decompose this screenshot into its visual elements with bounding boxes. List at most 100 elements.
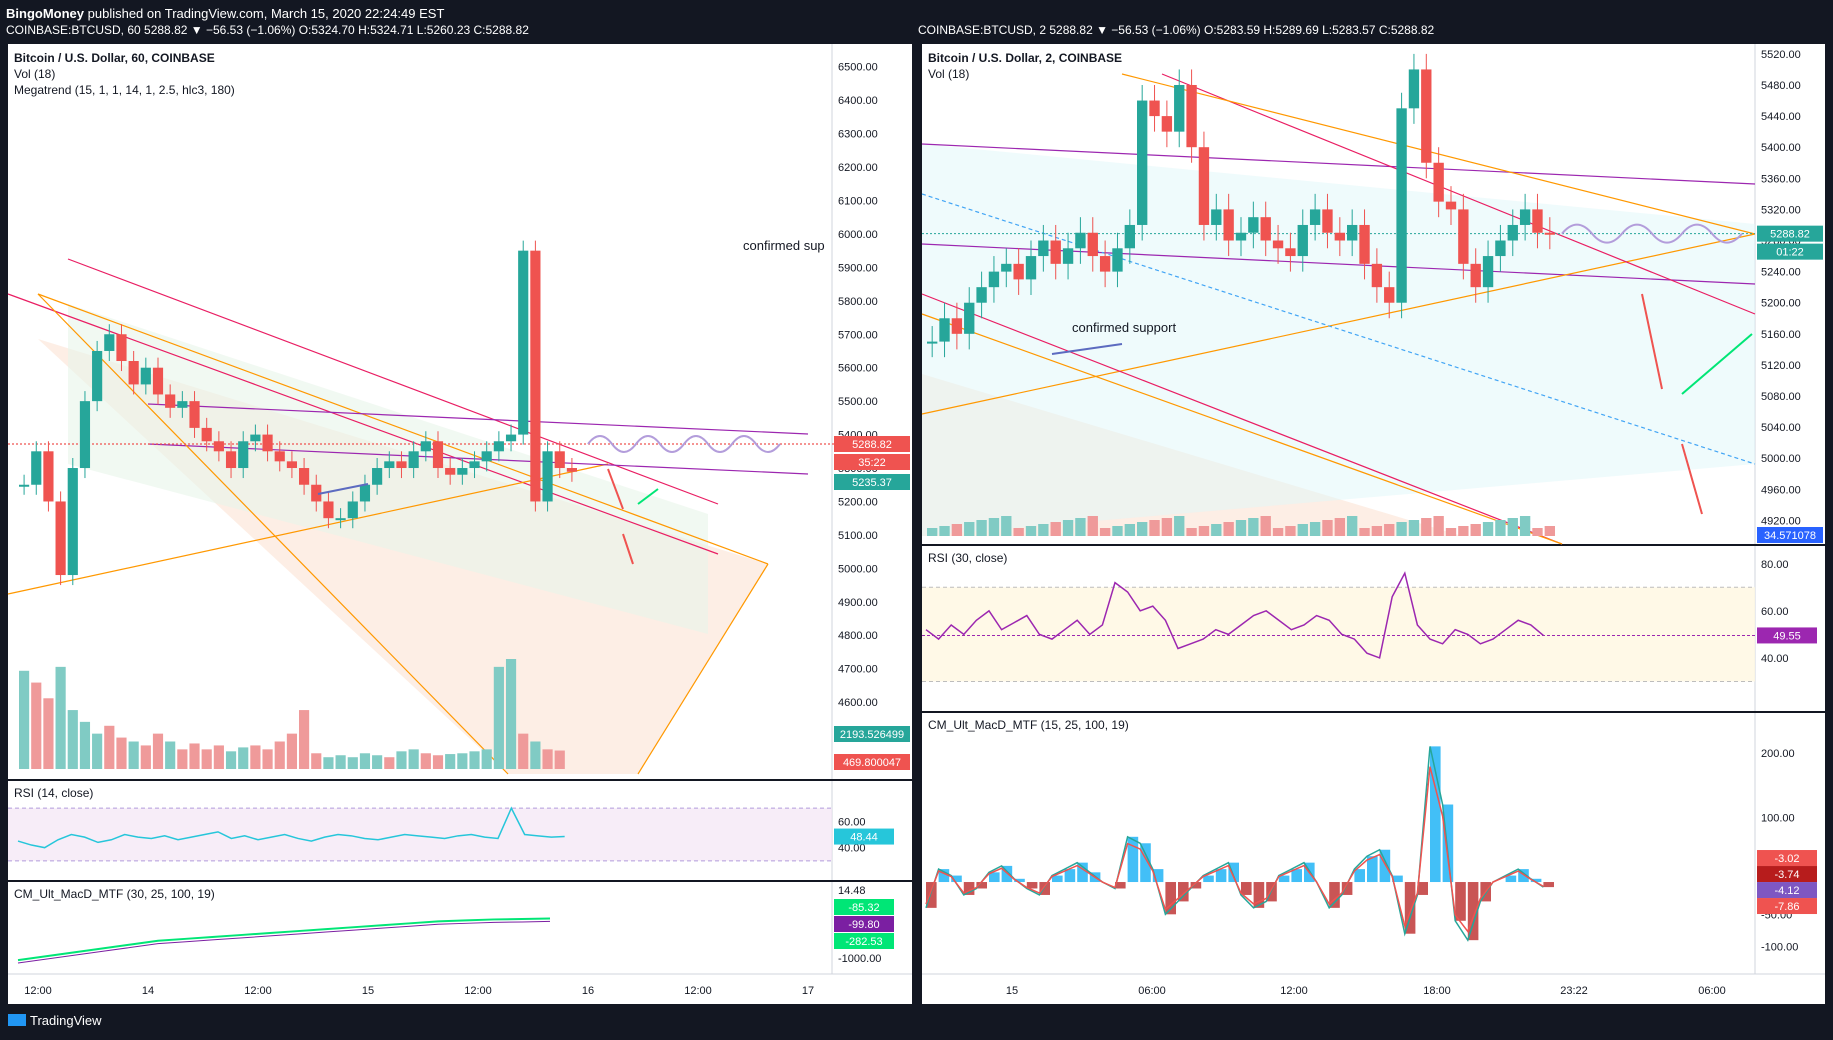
volume-bar [311, 753, 322, 769]
left-legend-line: Bitcoin / U.S. Dollar, 60, COINBASE [14, 51, 215, 65]
volume-bar [1025, 526, 1037, 536]
candle-body [1334, 232, 1345, 241]
volume-bar [1544, 526, 1555, 536]
candle-body [988, 271, 1000, 288]
volume-bar [505, 659, 517, 769]
right-annotation: confirmed support [1072, 320, 1176, 335]
volume-bar [140, 745, 151, 769]
volume-bar [1174, 516, 1185, 536]
author-name[interactable]: BingoMoney [6, 6, 84, 21]
right-price-label-bg [1757, 225, 1823, 242]
volume-bar [1112, 526, 1123, 536]
macd-histogram-bar [1442, 804, 1454, 883]
candle-body [128, 361, 139, 385]
volume-bar [1087, 516, 1098, 536]
volume-bar [1075, 518, 1086, 536]
candle-body [250, 434, 261, 442]
tradingview-logo[interactable]: TradingView [8, 1013, 102, 1028]
left-macd-legend: CM_Ult_MacD_MTF (30, 25, 100, 19) [14, 887, 215, 901]
macd-histogram-bar [1241, 882, 1252, 895]
macd-histogram-bar [1379, 849, 1391, 883]
left-price-label-bg [834, 754, 910, 770]
volume-bar [1359, 528, 1370, 536]
candle-body [1112, 248, 1123, 272]
volume-bar [554, 750, 565, 769]
volume-bar [213, 745, 224, 769]
right-price-label: 5288.82 [1770, 229, 1810, 241]
right-rsi-tick: 60.00 [1761, 606, 1789, 618]
volume-bar [1322, 520, 1333, 536]
arrow-right-red-2 [1681, 443, 1703, 515]
candle-body [116, 334, 127, 362]
volume-bar [262, 749, 273, 769]
left-macd-value: -85.32 [848, 902, 879, 914]
candle-body [372, 468, 383, 485]
left-time-tick: 16 [582, 985, 594, 997]
candle-body [67, 468, 78, 576]
left-price-tick: 5500.00 [838, 396, 878, 408]
left-macd-value-bg [834, 899, 894, 915]
left-time-tick: 12:00 [24, 985, 52, 997]
macd-histogram-bar [1190, 882, 1202, 889]
right-price-tick: 5000.00 [1761, 453, 1801, 465]
macd-histogram-bar [1341, 882, 1353, 895]
candle-body [177, 401, 188, 408]
tradingview-logo-icon [8, 1014, 26, 1026]
volume-bar [1445, 528, 1457, 536]
right-price-tick: 5240.00 [1761, 267, 1801, 279]
volume-bar [274, 741, 285, 769]
macd-histogram-bar [989, 872, 1000, 883]
volume-bar [542, 749, 553, 769]
candle-body [1309, 209, 1321, 225]
volume-bar [1384, 524, 1395, 536]
bottom-bar: TradingView [0, 1004, 1833, 1040]
charts-area[interactable]: 6500.00 6400.00 6300.00 6200.00 6100.00 6000.… [0, 44, 1833, 1004]
candle-body [927, 341, 938, 344]
left-price-tick: 5000.00 [838, 563, 878, 575]
macd-histogram-bar [1115, 882, 1126, 889]
volume-bar [408, 749, 419, 769]
arrow-right-blue [1051, 343, 1123, 355]
right-rsi-value-bg [1757, 627, 1817, 644]
candle-body [213, 441, 224, 452]
volume-bar [964, 522, 975, 536]
candle-body [432, 441, 444, 469]
left-price-tick: 6200.00 [838, 162, 878, 174]
volume-bar [238, 747, 249, 769]
volume-bar [1532, 528, 1543, 536]
volume-bar [1347, 516, 1358, 536]
candle-body [92, 350, 103, 402]
candle-body [1050, 240, 1061, 264]
volume-bar [432, 755, 444, 769]
left-time-tick: 12:00 [464, 985, 492, 997]
right-time-tick: 06:00 [1138, 985, 1166, 997]
trend-line [67, 258, 719, 505]
candle-body [1248, 217, 1259, 233]
right-macd-signal [925, 766, 1544, 933]
left-time-tick: 14 [142, 985, 154, 997]
volume-bar [201, 749, 212, 769]
volume-bar [384, 757, 395, 769]
left-price-label-bg [834, 474, 910, 490]
left-price-tick: 4900.00 [838, 597, 878, 609]
left-price-label: 35:22 [858, 457, 886, 469]
candle-body [1013, 263, 1024, 280]
trend-line [921, 313, 1563, 545]
right-price-tick: 5120.00 [1761, 360, 1801, 372]
candle-body [1223, 209, 1234, 241]
volume-bar [939, 526, 950, 536]
candle-body [505, 434, 517, 442]
macd-histogram-bar [1077, 862, 1088, 883]
macd-histogram-bar [1014, 878, 1025, 883]
arrow-left-blue [317, 483, 369, 495]
left-price-tick: 4600.00 [838, 697, 878, 709]
volume-bar [1421, 518, 1432, 536]
macd-histogram-bar [1505, 875, 1517, 883]
volume-bar [1482, 522, 1494, 536]
candle-body [1099, 256, 1111, 272]
macd-histogram-bar [1052, 875, 1063, 883]
macd-histogram-bar [938, 869, 950, 883]
volume-bar [1248, 518, 1259, 536]
candle-body [481, 451, 492, 462]
arrow-left-red-2 [622, 533, 634, 565]
